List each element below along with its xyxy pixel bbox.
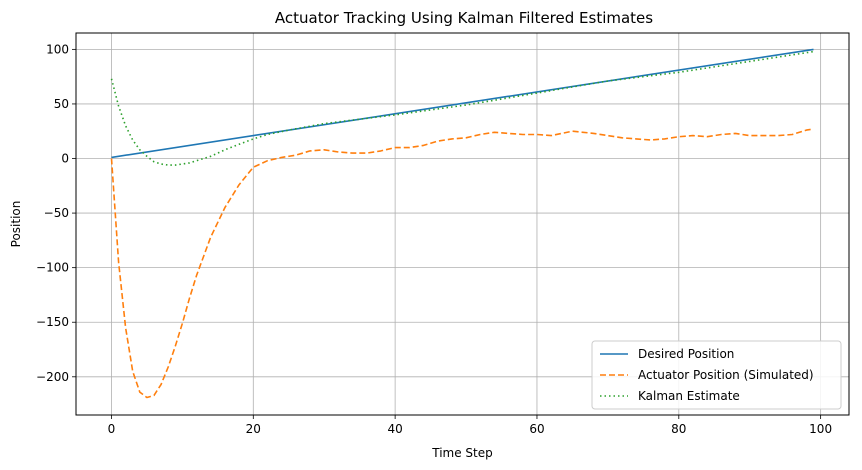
series-line-2 [110, 128, 814, 399]
series-line-1 [111, 48, 814, 159]
legend: Desired Position Actuator Position (Simul… [591, 340, 842, 410]
x-tick-label: 80 [671, 422, 686, 436]
axis-ticks: 0 20 40 60 80 100 100 50 0 −50 −100 −150 −200 [36, 42, 832, 436]
y-tick-label: 0 [61, 152, 69, 166]
y-axis-label: Position [9, 201, 23, 248]
series-line-3 [110, 50, 814, 166]
legend-label: Actuator Position (Simulated) [638, 368, 814, 382]
legend-box [591, 340, 842, 410]
y-tick-label: −100 [36, 261, 69, 275]
legend-label: Desired Position [638, 347, 734, 361]
x-tick-label: 100 [809, 422, 832, 436]
y-tick-label: −200 [36, 370, 69, 384]
legend-label: Kalman Estimate [638, 389, 740, 403]
x-tick-label: 40 [387, 422, 402, 436]
x-axis-label: Time Step [431, 446, 493, 460]
y-tick-label: −50 [44, 206, 69, 220]
plot-area [75, 32, 850, 416]
x-tick-label: 60 [529, 422, 544, 436]
x-tick-label: 20 [246, 422, 261, 436]
y-tick-label: 100 [46, 42, 69, 56]
y-tick-label: −150 [36, 315, 69, 329]
y-tick-label: 50 [54, 97, 69, 111]
grid [76, 33, 849, 415]
chart-title: Actuator Tracking Using Kalman Filtered … [275, 9, 653, 27]
x-tick-label: 0 [108, 422, 116, 436]
plot-lines [110, 48, 814, 399]
